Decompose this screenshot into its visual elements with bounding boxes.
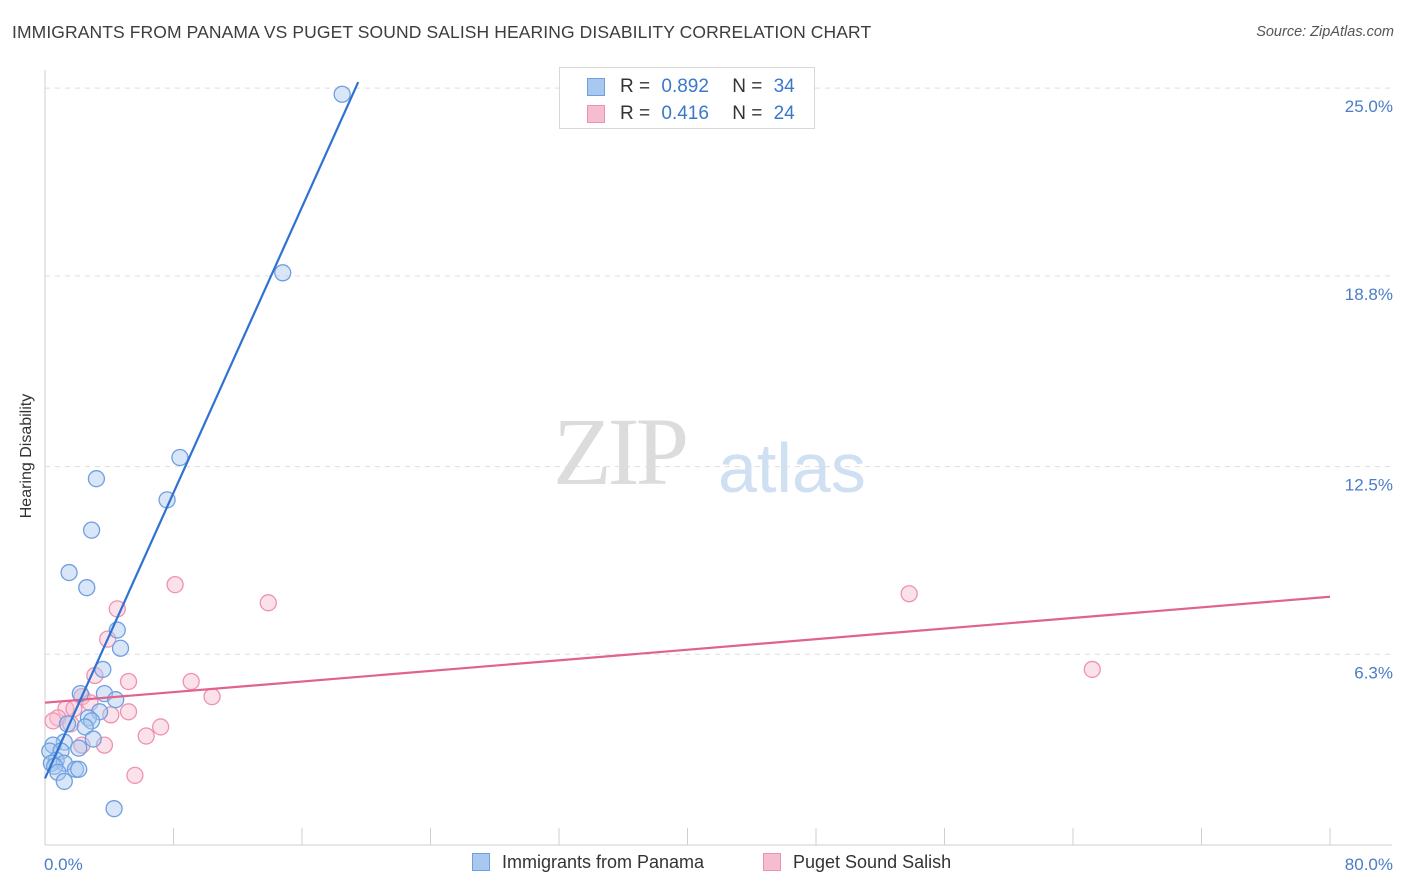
data-point-salish [126,766,144,785]
series-puget-sound-salish-points [44,575,1101,785]
correlation-legend: R = 0.892 N = 34 R = 0.416 N = 24 [559,67,815,129]
legend-r-label: R = [620,76,651,97]
data-point-panama [105,800,123,818]
y-tick-label: 18.8% [1345,285,1393,304]
series-legend-salish: Puget Sound Salish [763,852,951,873]
legend-r-value-panama: 0.892 [661,76,709,97]
data-point-panama [60,563,78,582]
series-legend-label-panama: Immigrants from Panama [502,852,705,872]
data-point-salish [203,688,221,706]
watermark-zip: ZIP [553,398,689,505]
data-point-salish [151,718,170,736]
data-point-panama [70,760,88,778]
data-point-panama [70,739,88,757]
legend-n-label: N = [732,76,763,97]
data-point-salish [259,594,277,612]
watermark-atlas: atlas [718,429,866,507]
grid-lines [45,87,1392,655]
series-legend-label-salish: Puget Sound Salish [793,852,952,872]
y-tick-label: 6.3% [1354,663,1393,682]
trend-line-panama [43,81,360,779]
data-point-panama [49,763,67,781]
series-legend-swatch-panama [472,853,490,871]
data-point-panama [333,85,351,103]
legend-swatch-salish [587,105,605,123]
data-point-salish [119,703,138,721]
data-point-salish [166,575,184,594]
data-point-panama [87,470,106,488]
data-point-salish [182,672,200,691]
series-legend-swatch-salish [763,853,781,871]
data-point-panama [82,521,101,539]
y-tick-label: 25.0% [1345,97,1393,116]
x-tick-label: 0.0% [44,855,83,874]
data-point-salish [44,712,62,730]
trend-lines [43,81,1331,779]
data-point-salish [900,585,918,603]
y-tick-label: 12.5% [1345,476,1393,495]
data-point-panama [274,264,292,282]
legend-n-value-panama: 34 [773,76,795,97]
data-point-panama [78,579,96,597]
legend-swatch-panama [587,78,605,96]
legend-n-label: N = [732,103,763,124]
legend-row-panama: R = 0.892 N = 34 [560,74,814,100]
data-point-panama [76,718,94,736]
data-point-panama [84,730,102,748]
data-point-salish [119,672,138,691]
x-tick-label: 80.0% [1345,855,1393,874]
trend-line-salish [44,595,1331,704]
axes [44,70,1392,846]
data-point-panama [171,448,189,467]
data-point-panama [55,772,73,791]
data-point-panama [82,712,101,730]
chart-title: IMMIGRANTS FROM PANAMA VS PUGET SOUND SA… [12,22,872,42]
data-point-salish [1083,660,1101,679]
data-point-panama [79,709,98,727]
legend-row-salish: R = 0.416 N = 24 [560,101,814,127]
series-immigrants-from-panama-points [41,85,351,818]
data-point-salish [137,727,155,745]
legend-r-value-salish: 0.416 [661,103,709,124]
series-legend-panama: Immigrants from Panama [472,852,704,873]
tick-labels: 6.3% 12.5% 18.8% 25.0% 0.0% 80.0% [44,97,1393,874]
data-point-panama [111,639,130,657]
legend-n-value-salish: 24 [773,103,795,124]
legend-r-label: R = [620,103,651,124]
data-point-panama [107,691,125,709]
chart-source: Source: ZipAtlas.com [1256,24,1394,40]
